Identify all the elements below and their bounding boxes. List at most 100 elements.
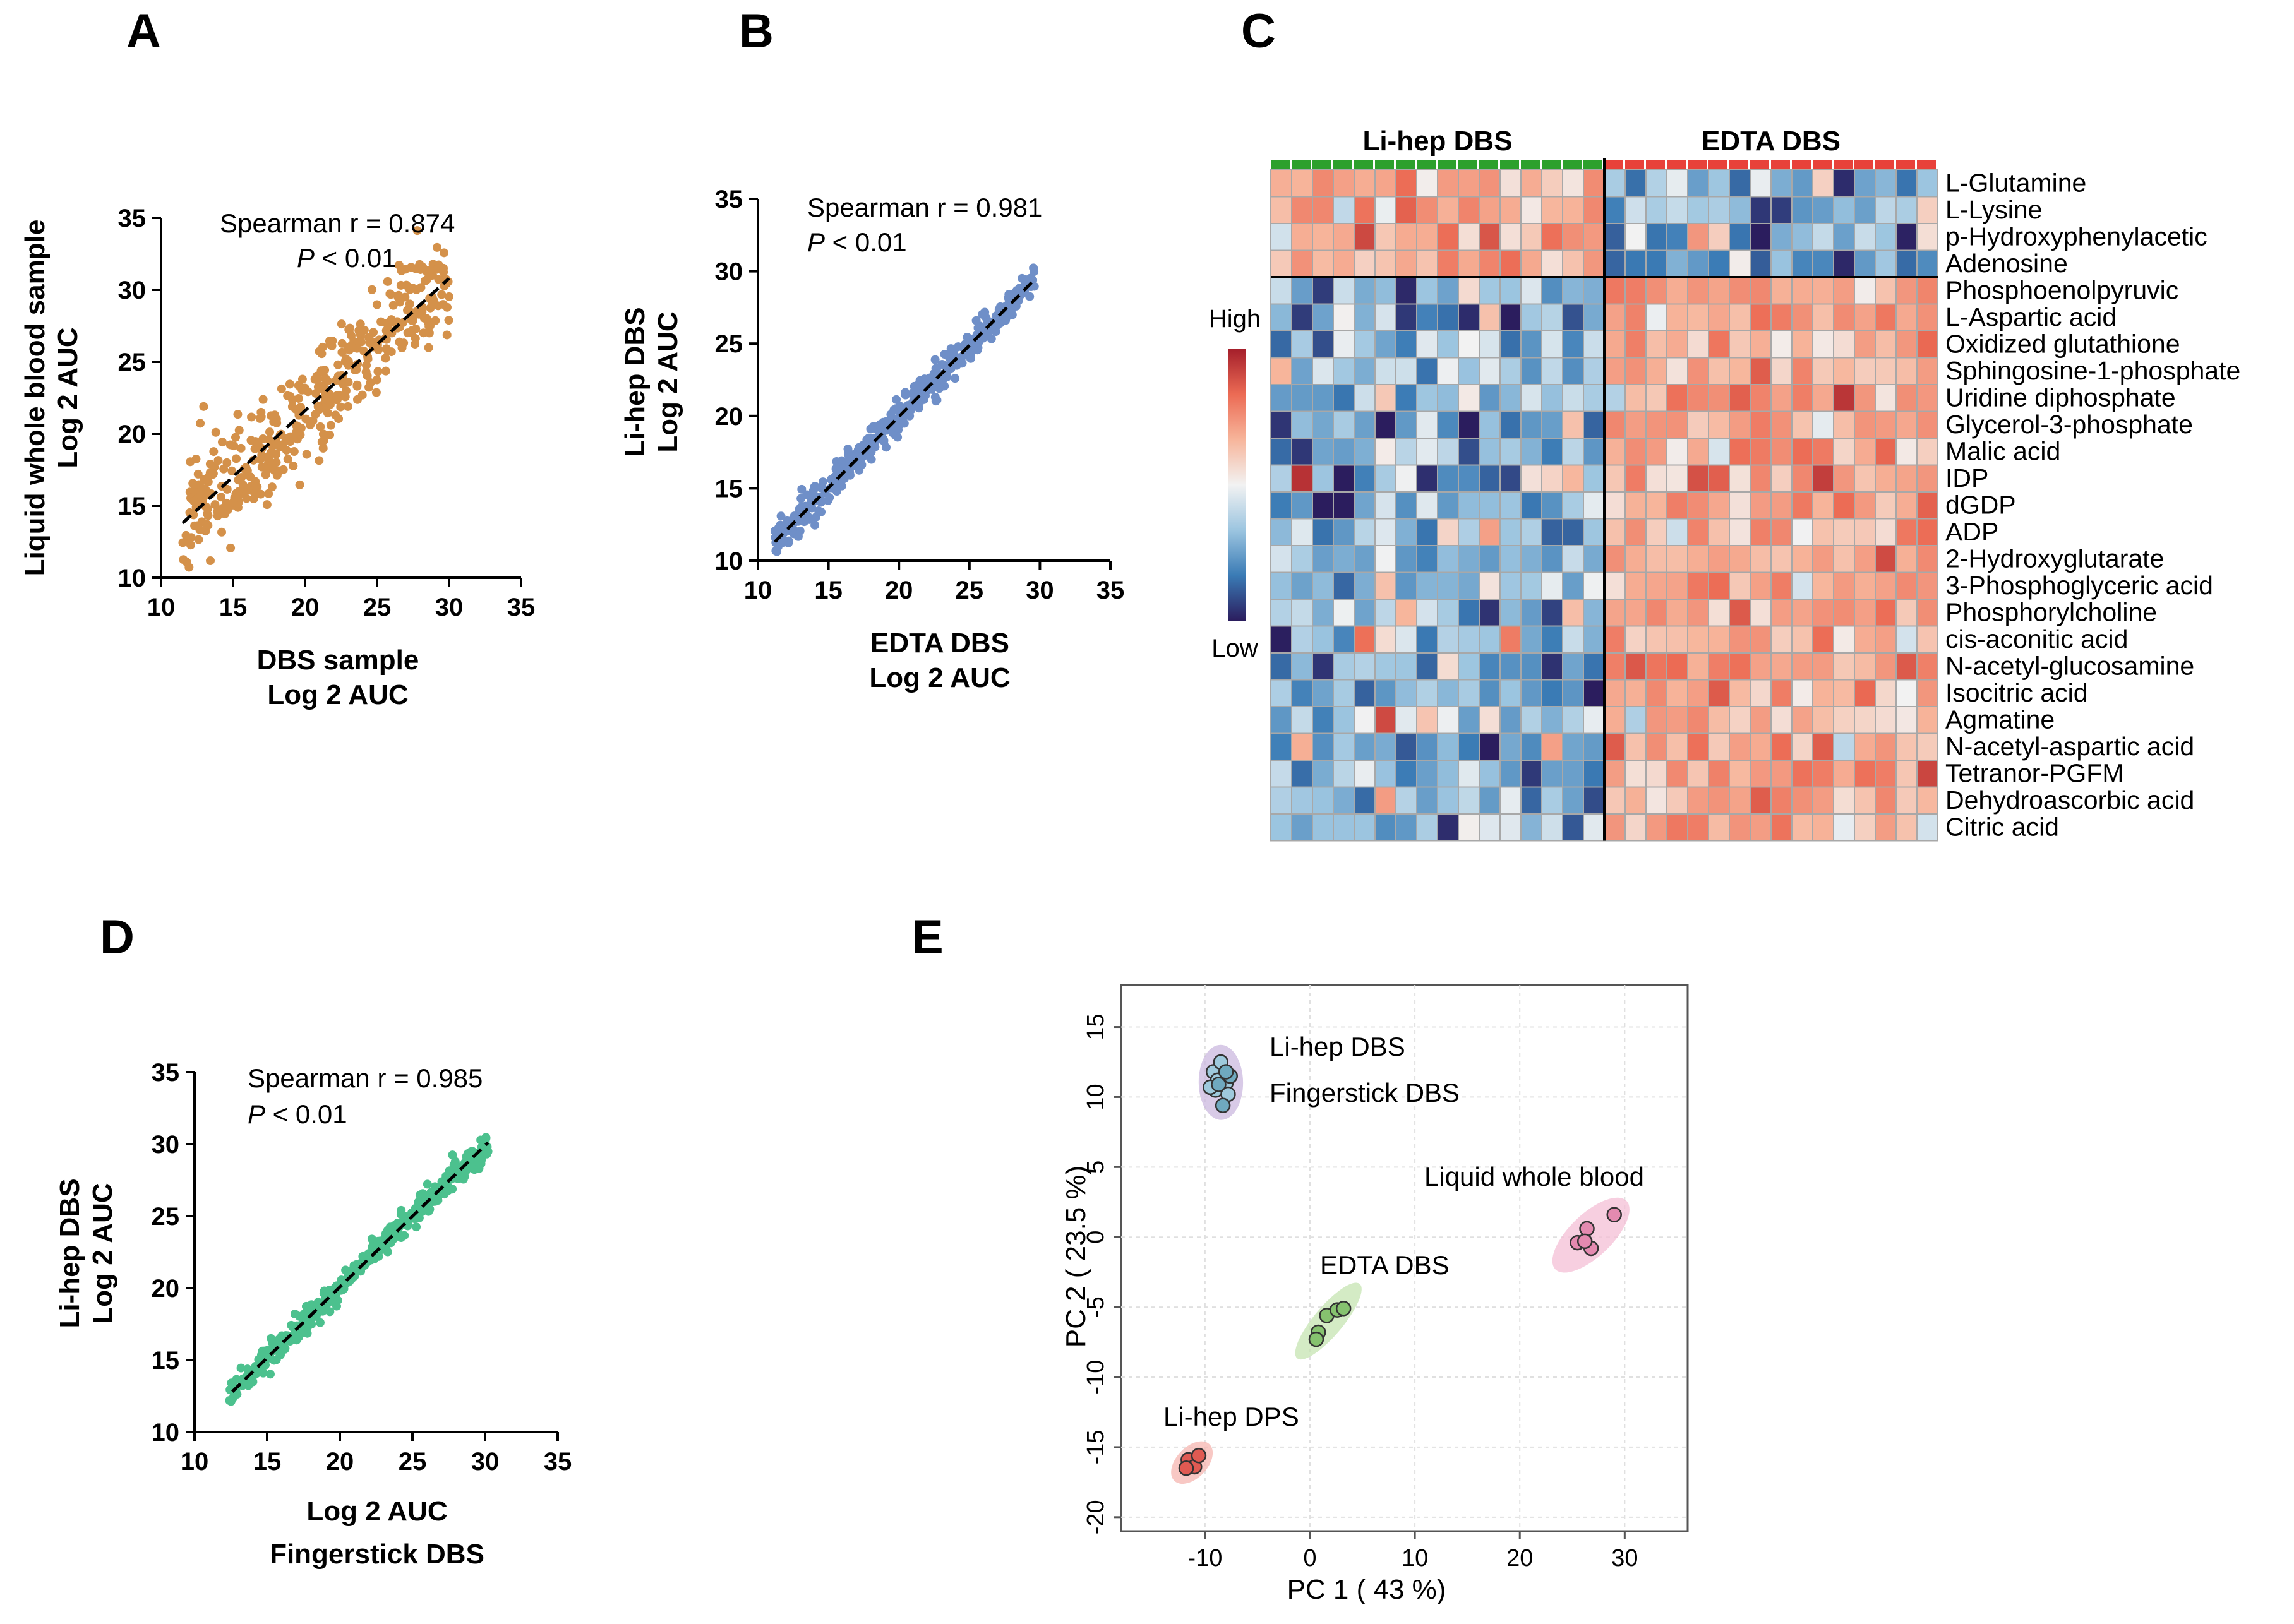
heatmap-cell bbox=[1520, 599, 1542, 627]
heatmap-row-label: IDP bbox=[1945, 463, 1988, 493]
heatmap-cell bbox=[1687, 786, 1709, 815]
heatmap-cell bbox=[1374, 464, 1396, 493]
heatmap-cell bbox=[1770, 438, 1793, 466]
heatmap-cell bbox=[1895, 652, 1918, 681]
panel-b-point bbox=[932, 395, 942, 405]
heatmap-cell bbox=[1437, 545, 1459, 573]
panel-a-point bbox=[267, 482, 277, 492]
heatmap-cell bbox=[1812, 169, 1834, 198]
pca-y-tick-label: 10 bbox=[1083, 1084, 1109, 1110]
panel-d-spearman: Spearman r = 0.985 bbox=[248, 1063, 483, 1093]
heatmap-cell bbox=[1875, 679, 1897, 707]
heatmap-cell bbox=[1583, 330, 1605, 359]
heatmap-cell bbox=[1854, 813, 1876, 842]
heatmap-cell bbox=[1645, 303, 1667, 331]
heatmap-row-label: L-Lysine bbox=[1945, 195, 2042, 224]
heatmap-cell bbox=[1541, 249, 1563, 278]
heatmap-cell bbox=[1604, 706, 1626, 734]
heatmap-cell bbox=[1770, 196, 1793, 224]
heatmap-cell bbox=[1770, 786, 1793, 815]
heatmap-cell bbox=[1458, 464, 1480, 493]
heatmap-group-bar bbox=[1708, 160, 1727, 169]
heatmap-cell bbox=[1645, 599, 1667, 627]
heatmap-group-label: Li-hep DBS bbox=[1362, 126, 1512, 157]
panel-a-point bbox=[213, 456, 223, 465]
heatmap-cell bbox=[1895, 786, 1918, 815]
panel-d-point bbox=[238, 1381, 248, 1390]
heatmap-cell bbox=[1750, 625, 1772, 654]
heatmap-cell bbox=[1499, 732, 1522, 761]
heatmap-cell bbox=[1458, 384, 1480, 412]
panel-a-point bbox=[387, 347, 396, 357]
heatmap-cell bbox=[1270, 438, 1292, 466]
panel-b-point bbox=[810, 520, 820, 530]
heatmap-cell bbox=[1374, 277, 1396, 305]
panel-a-point bbox=[419, 313, 429, 323]
heatmap-cell bbox=[1895, 545, 1918, 573]
panel-b-point bbox=[1025, 292, 1035, 301]
panel-a-point bbox=[194, 535, 203, 544]
heatmap-cell bbox=[1541, 169, 1563, 198]
heatmap-cell bbox=[1854, 625, 1876, 654]
heatmap-cell bbox=[1895, 813, 1918, 842]
heatmap-cell bbox=[1666, 652, 1688, 681]
panel-label-b: B bbox=[739, 4, 774, 58]
pca-x-tick-label: 30 bbox=[1611, 1545, 1638, 1572]
panel-a-point bbox=[381, 354, 390, 363]
heatmap-cell bbox=[1916, 491, 1938, 520]
heatmap-cell bbox=[1895, 249, 1918, 278]
panel-d-point bbox=[424, 1204, 434, 1214]
heatmap-cell bbox=[1916, 303, 1938, 331]
heatmap-cell bbox=[1458, 518, 1480, 546]
heatmap-cell bbox=[1437, 786, 1459, 815]
heatmap-group-bar bbox=[1667, 160, 1686, 169]
panel-b-point bbox=[866, 424, 875, 434]
heatmap-cell bbox=[1666, 438, 1688, 466]
panel-a-point bbox=[236, 443, 246, 453]
heatmap-row-label: Agmatine bbox=[1945, 705, 2055, 734]
heatmap-cell bbox=[1541, 545, 1563, 573]
panel-a-point bbox=[231, 433, 240, 442]
heatmap-cell bbox=[1270, 491, 1292, 520]
panel-a-point bbox=[437, 290, 447, 299]
heatmap-cell bbox=[1499, 277, 1522, 305]
heatmap-cell bbox=[1416, 786, 1438, 815]
heatmap-cell bbox=[1499, 679, 1522, 707]
heatmap-cell bbox=[1354, 652, 1376, 681]
heatmap-cell bbox=[1895, 599, 1918, 627]
panel-a-point bbox=[289, 461, 298, 470]
heatmap-cell bbox=[1645, 438, 1667, 466]
heatmap-cell bbox=[1291, 813, 1313, 842]
heatmap-cell bbox=[1312, 786, 1334, 815]
heatmap-cell bbox=[1437, 599, 1459, 627]
heatmap-cell bbox=[1624, 625, 1647, 654]
panel-d-point bbox=[325, 1307, 335, 1317]
heatmap-cell bbox=[1666, 518, 1688, 546]
heatmap-cell bbox=[1583, 679, 1605, 707]
panel-d-y-tick-label: 10 bbox=[152, 1419, 180, 1447]
heatmap-cell bbox=[1895, 303, 1918, 331]
panel-b-point bbox=[776, 520, 785, 530]
heatmap-cell bbox=[1708, 169, 1730, 198]
heatmap-cell bbox=[1666, 760, 1688, 788]
heatmap-group-bar bbox=[1521, 160, 1540, 169]
heatmap-cell bbox=[1604, 277, 1626, 305]
heatmap-cell bbox=[1520, 652, 1542, 681]
heatmap-cell bbox=[1687, 518, 1709, 546]
heatmap-cell bbox=[1520, 438, 1542, 466]
heatmap-cell bbox=[1499, 464, 1522, 493]
heatmap-cell bbox=[1395, 438, 1417, 466]
heatmap-cell bbox=[1479, 571, 1501, 600]
panel-a-point bbox=[338, 379, 347, 389]
heatmap-cell bbox=[1750, 303, 1772, 331]
heatmap-cell bbox=[1750, 223, 1772, 251]
heatmap-cell bbox=[1479, 599, 1501, 627]
heatmap-cell bbox=[1750, 760, 1772, 788]
heatmap-group-bar bbox=[1333, 160, 1352, 169]
heatmap-cell bbox=[1270, 760, 1292, 788]
heatmap-cell bbox=[1333, 249, 1355, 278]
heatmap-cell bbox=[1479, 464, 1501, 493]
heatmap-cell bbox=[1437, 625, 1459, 654]
heatmap-cell bbox=[1416, 330, 1438, 359]
heatmap-cell bbox=[1499, 786, 1522, 815]
